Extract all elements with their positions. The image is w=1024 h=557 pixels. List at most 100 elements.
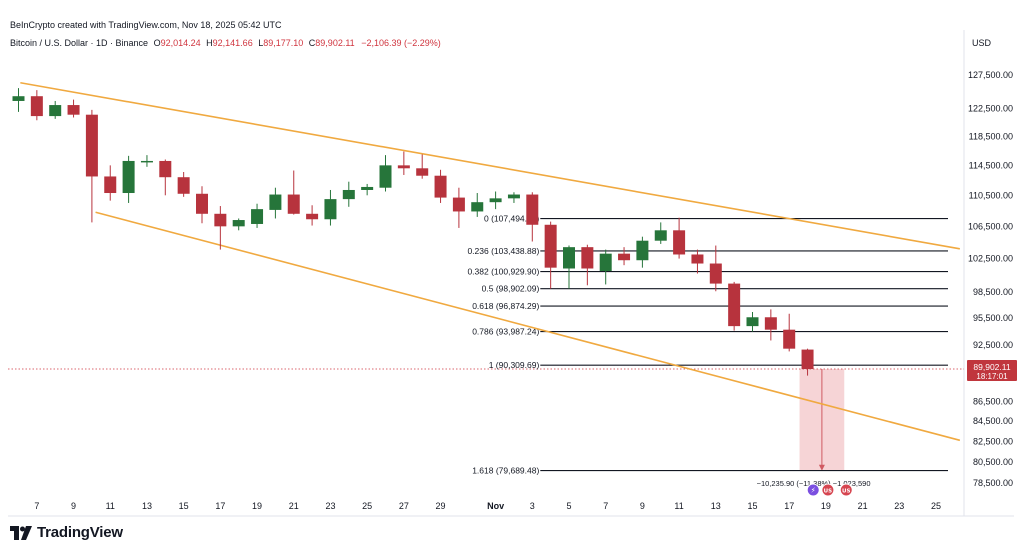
high-value: 92,141.66 <box>212 38 253 48</box>
candle-down <box>709 263 722 284</box>
candle-up <box>232 220 245 227</box>
candle-down <box>526 194 539 225</box>
candle-up <box>324 199 337 220</box>
candle-up <box>49 105 62 117</box>
x-tick-label: 21 <box>289 501 299 511</box>
y-tick-label: 127,500.00 <box>968 70 1013 80</box>
candle-down <box>691 254 704 264</box>
candle-down <box>434 175 447 198</box>
symbol-name[interactable]: Bitcoin / U.S. Dollar · 1D · Binance <box>10 38 149 48</box>
projection-label: −10,235.90 (−11.38%) −1,023,590 <box>757 479 871 488</box>
channel-upper-line <box>20 81 960 250</box>
close-label: C <box>308 38 316 48</box>
lightning-event-icon <box>806 483 820 497</box>
x-tick-label: 19 <box>252 501 262 511</box>
candle-up <box>342 189 355 200</box>
last-price-countdown: 18:17:01 <box>976 372 1008 381</box>
candle-up <box>599 253 612 271</box>
x-tick-label: 21 <box>858 501 868 511</box>
y-tick-label: 80,500.00 <box>973 457 1013 467</box>
x-tick-label: 23 <box>894 501 904 511</box>
x-tick-label: 7 <box>603 501 608 511</box>
y-tick-label: 122,500.00 <box>968 103 1013 113</box>
y-tick-label: 98,500.00 <box>973 287 1013 297</box>
candle-up <box>746 317 759 327</box>
fib-level-label: 1 (90,309.69) <box>489 360 540 370</box>
fib-level-label: 0 (107,494.40) <box>484 214 539 224</box>
y-tick-label: 106,500.00 <box>968 221 1013 231</box>
candle-up <box>654 230 667 241</box>
x-tick-label: 29 <box>436 501 446 511</box>
candle-up <box>361 186 374 190</box>
candle-up <box>489 198 502 203</box>
y-tick-label: 92,500.00 <box>973 340 1013 350</box>
x-tick-label: Nov <box>487 501 504 511</box>
candle-down <box>306 213 319 220</box>
candle-down <box>416 168 429 176</box>
candle-down <box>30 96 43 117</box>
candle-up <box>251 209 264 224</box>
fib-level-label: 0.618 (96,874.29) <box>472 301 539 311</box>
low-value: 89,177.10 <box>263 38 304 48</box>
candle-up <box>140 160 153 163</box>
lightning-event-icon-glyph: ⚡ <box>811 487 816 495</box>
x-tick-label: 15 <box>747 501 757 511</box>
candle-down <box>177 177 190 194</box>
x-tick-label: 5 <box>566 501 571 511</box>
y-tick-label: 78,500.00 <box>973 478 1013 488</box>
close-value: 89,902.11 <box>315 38 355 48</box>
candle-down <box>544 224 557 268</box>
candle-down <box>728 283 741 327</box>
candle-down <box>287 194 300 214</box>
candle-up <box>507 194 520 199</box>
candle-down <box>196 193 208 214</box>
us-flag-event-icon <box>821 483 835 497</box>
x-tick-label: 7 <box>34 501 39 511</box>
candle-up <box>269 194 282 210</box>
fib-level-label: 0.236 (103,438.88) <box>467 246 539 256</box>
candle-down <box>159 160 172 178</box>
y-tick-label: 110,500.00 <box>969 190 1013 200</box>
candle-down <box>801 349 814 370</box>
candle-up <box>122 160 135 194</box>
x-tick-label: 9 <box>640 501 645 511</box>
x-tick-label: 23 <box>325 501 335 511</box>
x-tick-label: 11 <box>674 501 683 511</box>
high-label: H <box>206 38 213 48</box>
candle-down <box>104 176 117 194</box>
x-tick-label: 27 <box>399 501 409 511</box>
x-tick-label: 13 <box>711 501 721 511</box>
us-flag-event-icon-glyph: US <box>842 489 850 495</box>
x-tick-label: 25 <box>931 501 941 511</box>
price-chart[interactable]: 0 (107,494.40) 0.236 (103,438.88) 0.382 (1… <box>0 0 1024 520</box>
last-price-tag <box>967 360 1017 382</box>
y-tick-label: 95,500.00 <box>973 313 1013 323</box>
fib-level-label: 1.618 (79,689.48) <box>472 466 539 476</box>
last-price-value: 89,902.11 <box>973 362 1010 372</box>
candle-down <box>67 105 80 115</box>
candle-down <box>783 329 796 349</box>
candle-down <box>214 213 227 227</box>
tradingview-logo-icon <box>10 525 32 540</box>
candle-down <box>397 165 410 169</box>
open-label: O <box>153 38 161 48</box>
candle-down <box>452 197 465 212</box>
candle-up <box>12 96 25 101</box>
x-tick-label: 17 <box>784 501 794 511</box>
symbol-ohlc-legend: Bitcoin / U.S. Dollar · 1D · Binance O92… <box>10 38 441 48</box>
candle-up <box>636 240 649 261</box>
currency-label[interactable]: USD <box>972 38 992 48</box>
candle-down <box>85 114 98 177</box>
fib-level-label: 0.382 (100,929.90) <box>467 267 539 277</box>
x-tick-label: 11 <box>106 501 115 511</box>
x-tick-label: 9 <box>71 501 76 511</box>
open-value: 92,014.24 <box>160 38 201 48</box>
low-label: L <box>258 38 264 48</box>
y-tick-label: 82,500.00 <box>973 436 1013 446</box>
candle-up <box>563 247 575 269</box>
candle-down <box>673 230 686 255</box>
channel-lower-line <box>95 211 961 442</box>
x-tick-label: 25 <box>362 501 372 511</box>
x-tick-label: 13 <box>142 501 152 511</box>
candle-up <box>379 165 392 188</box>
